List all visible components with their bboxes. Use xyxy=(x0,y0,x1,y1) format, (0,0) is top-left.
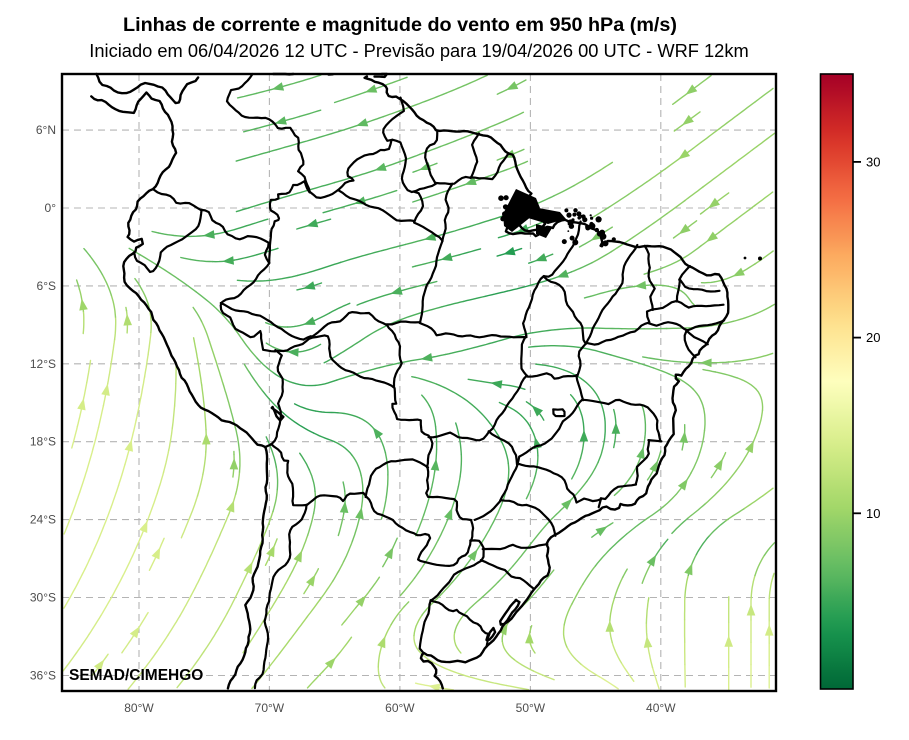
svg-text:6°S: 6°S xyxy=(37,279,56,293)
svg-text:Iniciado em 06/04/2026 12 UTC: Iniciado em 06/04/2026 12 UTC - Previsão… xyxy=(89,40,748,61)
svg-text:10: 10 xyxy=(866,506,880,521)
svg-text:80°W: 80°W xyxy=(124,701,154,715)
svg-text:12°S: 12°S xyxy=(30,357,56,371)
svg-text:30: 30 xyxy=(866,154,880,169)
svg-text:60°W: 60°W xyxy=(385,701,415,715)
svg-text:SEMAD/CIMEHGO: SEMAD/CIMEHGO xyxy=(69,667,203,684)
svg-text:70°W: 70°W xyxy=(255,701,285,715)
svg-text:50°W: 50°W xyxy=(516,701,546,715)
svg-text:Linhas de corrente e magnitude: Linhas de corrente e magnitude do vento … xyxy=(123,14,677,36)
svg-text:20: 20 xyxy=(866,330,880,345)
svg-text:6°N: 6°N xyxy=(36,123,56,137)
svg-text:36°S: 36°S xyxy=(30,669,56,683)
svg-text:0°: 0° xyxy=(45,201,57,215)
svg-text:24°S: 24°S xyxy=(30,513,56,527)
svg-text:30°S: 30°S xyxy=(30,591,56,605)
svg-text:40°W: 40°W xyxy=(646,701,676,715)
svg-text:18°S: 18°S xyxy=(30,435,56,449)
